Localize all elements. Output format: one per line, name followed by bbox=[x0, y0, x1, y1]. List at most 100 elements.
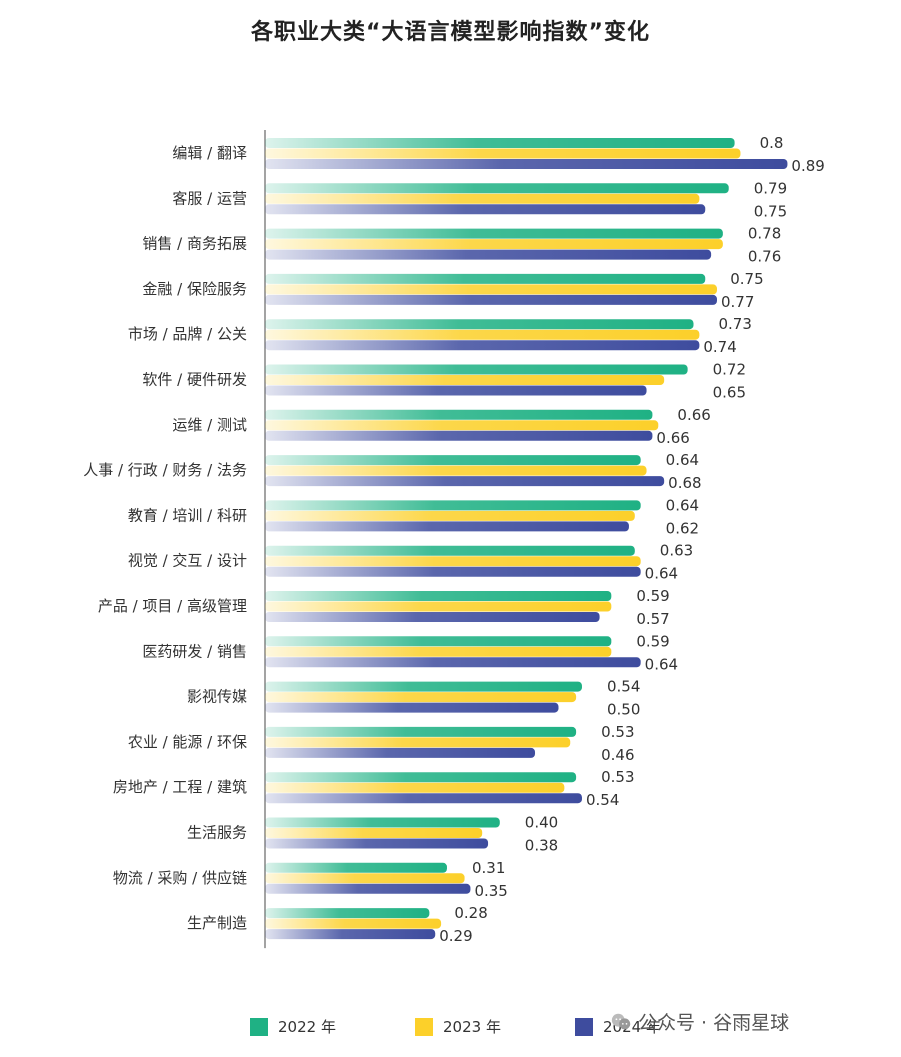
category-label: 房地产 / 工程 / 建筑 bbox=[113, 778, 247, 796]
data-label-bottom: 0.54 bbox=[586, 791, 619, 809]
bar-2023 bbox=[265, 646, 612, 657]
data-label-bottom: 0.29 bbox=[439, 927, 472, 945]
bar-2023 bbox=[265, 828, 483, 838]
category-label: 运维 / 测试 bbox=[172, 416, 247, 434]
data-label-top: 0.66 bbox=[677, 406, 710, 424]
bar-2023 bbox=[265, 375, 665, 385]
bar-2024 bbox=[265, 430, 653, 441]
legend-label-2023: 2023 年 bbox=[443, 1018, 501, 1036]
bar-2024 bbox=[265, 521, 629, 532]
bar-2024 bbox=[265, 793, 582, 804]
bar-2022 bbox=[265, 817, 500, 828]
bar-2023 bbox=[265, 465, 647, 476]
bar-2023 bbox=[265, 556, 641, 567]
bar-2023 bbox=[265, 239, 723, 250]
bar-2022 bbox=[265, 183, 729, 194]
data-label-bottom: 0.57 bbox=[636, 610, 669, 628]
bar-2022 bbox=[265, 228, 723, 239]
data-label-top: 0.40 bbox=[525, 814, 558, 832]
category-label: 医药研发 / 销售 bbox=[142, 642, 247, 660]
bar-2023 bbox=[265, 329, 700, 340]
bar-2022 bbox=[265, 455, 641, 466]
data-label-bottom: 0.64 bbox=[645, 655, 678, 673]
bar-2023 bbox=[265, 782, 565, 793]
bar-2022 bbox=[265, 908, 430, 919]
bar-2023 bbox=[265, 873, 465, 884]
bar-2024 bbox=[265, 385, 647, 396]
bar-2023 bbox=[265, 692, 577, 703]
bar-2023 bbox=[265, 284, 717, 295]
legend-item-2023: 2023 年 bbox=[415, 1016, 501, 1037]
legend-swatch-2023 bbox=[415, 1017, 433, 1036]
data-label-bottom: 0.62 bbox=[666, 519, 699, 537]
bar-2024 bbox=[265, 340, 700, 351]
data-label-bottom: 0.77 bbox=[721, 293, 754, 311]
category-label: 视觉 / 交互 / 设计 bbox=[128, 552, 247, 570]
category-label: 农业 / 能源 / 环保 bbox=[128, 733, 247, 751]
bar-2022 bbox=[265, 409, 653, 420]
bar-2024 bbox=[265, 249, 712, 260]
data-label-bottom: 0.50 bbox=[607, 701, 640, 719]
bar-2022 bbox=[265, 681, 582, 692]
bar-2023 bbox=[265, 601, 612, 612]
legend-item-2022: 2022 年 bbox=[250, 1016, 336, 1037]
data-label-top: 0.63 bbox=[660, 542, 693, 560]
bar-2024 bbox=[265, 883, 471, 894]
data-label-bottom: 0.64 bbox=[645, 565, 678, 583]
legend-label-2022: 2022 年 bbox=[278, 1018, 336, 1036]
data-label-top: 0.73 bbox=[719, 315, 752, 333]
category-label: 教育 / 培训 / 科研 bbox=[128, 506, 247, 524]
data-label-bottom: 0.46 bbox=[601, 746, 634, 764]
category-label: 编辑 / 翻译 bbox=[172, 144, 247, 162]
data-label-bottom: 0.89 bbox=[791, 157, 824, 175]
bar-2022 bbox=[265, 772, 577, 783]
legend-swatch-2022 bbox=[250, 1017, 268, 1036]
bar-2023 bbox=[265, 737, 571, 748]
data-label-top: 0.53 bbox=[601, 723, 634, 741]
category-label: 金融 / 保险服务 bbox=[142, 280, 247, 298]
bar-2024 bbox=[265, 204, 706, 215]
bar-2022 bbox=[265, 591, 612, 601]
bar-2024 bbox=[265, 747, 536, 758]
wechat-watermark: 公众号 · 谷雨星球 bbox=[610, 1008, 789, 1035]
bar-chart: 编辑 / 翻译 0.8 0.89 客服 / 运营 0.79 0.75 销售 / 商务拓展 0.… bbox=[83, 130, 825, 949]
category-label: 物流 / 采购 / 供应链 bbox=[113, 869, 247, 887]
category-label: 生活服务 bbox=[187, 824, 247, 842]
data-label-bottom: 0.74 bbox=[703, 338, 736, 356]
category-label: 产品 / 项目 / 高级管理 bbox=[98, 597, 247, 615]
category-label: 影视传媒 bbox=[187, 688, 247, 706]
bar-2022 bbox=[265, 862, 447, 873]
bar-2022 bbox=[265, 138, 735, 148]
category-label: 生产制造 bbox=[187, 914, 247, 932]
bar-2024 bbox=[265, 159, 788, 169]
data-label-top: 0.72 bbox=[713, 361, 746, 379]
data-label-bottom: 0.65 bbox=[713, 384, 746, 402]
bar-2023 bbox=[265, 193, 700, 204]
bar-2024 bbox=[265, 702, 559, 713]
bar-2024 bbox=[265, 838, 489, 849]
category-label: 人事 / 行政 / 财务 / 法务 bbox=[83, 461, 247, 479]
wechat-icon bbox=[611, 1013, 631, 1029]
bar-2022 bbox=[265, 500, 641, 511]
data-label-top: 0.78 bbox=[748, 225, 781, 243]
bar-2022 bbox=[265, 636, 612, 647]
data-label-bottom: 0.76 bbox=[748, 248, 781, 266]
data-label-top: 0.79 bbox=[754, 179, 787, 197]
bar-2023 bbox=[265, 510, 635, 521]
category-label: 销售 / 商务拓展 bbox=[142, 235, 247, 253]
bar-2023 bbox=[265, 918, 442, 929]
category-label: 客服 / 运营 bbox=[172, 189, 247, 207]
data-label-top: 0.59 bbox=[636, 587, 669, 605]
bar-2022 bbox=[265, 273, 706, 284]
data-label-top: 0.8 bbox=[760, 134, 784, 152]
legend-swatch-2024 bbox=[575, 1017, 593, 1036]
data-label-bottom: 0.38 bbox=[525, 837, 558, 855]
bar-2023 bbox=[265, 420, 659, 431]
bar-2022 bbox=[265, 364, 688, 375]
bar-2024 bbox=[265, 566, 641, 577]
data-label-top: 0.59 bbox=[636, 632, 669, 650]
data-label-top: 0.64 bbox=[666, 451, 699, 469]
data-label-top: 0.75 bbox=[730, 270, 763, 288]
bar-2022 bbox=[265, 319, 694, 330]
category-label: 软件 / 硬件研发 bbox=[142, 371, 247, 389]
